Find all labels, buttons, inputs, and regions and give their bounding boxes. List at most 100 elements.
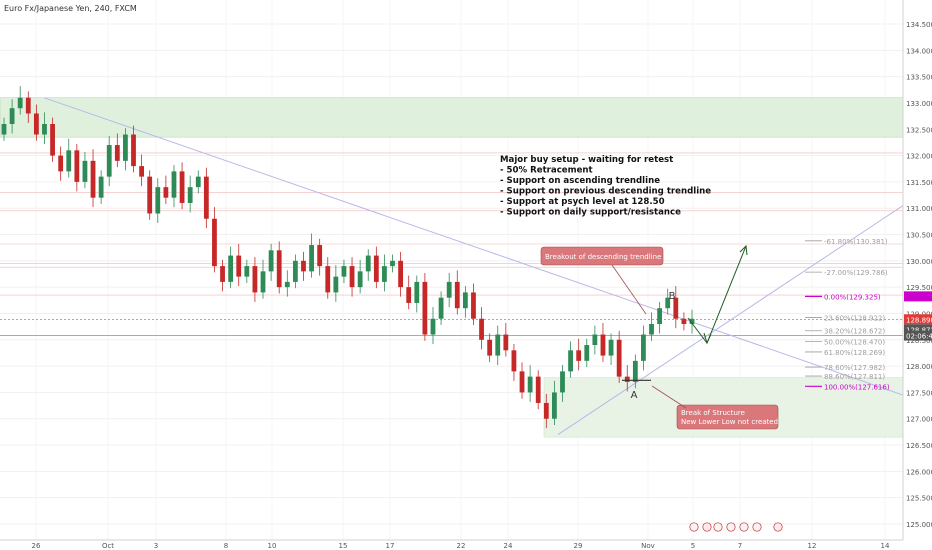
candle-body (689, 318, 695, 324)
candle-body (114, 145, 120, 161)
candle-body (576, 350, 582, 361)
economic-event-icon[interactable] (773, 522, 783, 532)
candle-body (268, 250, 274, 272)
economic-event-icon[interactable] (713, 522, 723, 532)
candle-body (163, 187, 169, 198)
candle-body (357, 271, 363, 288)
candle-body (74, 150, 80, 182)
candle-body (422, 281, 428, 335)
fib-level-label: -61.80%(130.381) (824, 238, 888, 246)
price-tick-label: 125.000 (906, 521, 932, 529)
price-tick-label: 130.000 (906, 258, 932, 266)
time-tick-label: 15 (339, 542, 348, 550)
candle-body (1, 124, 7, 135)
current-price-tag-text: 128.890 (906, 316, 932, 324)
bar-timer-tag (904, 330, 932, 341)
price-axis[interactable]: 125.000 125.500 126.000 126.500 127.000 127.5… (902, 0, 932, 550)
setup-note: Major buy setup - waiting for retest - 50… (500, 155, 711, 218)
candle-body (592, 334, 598, 346)
candle-body (584, 345, 590, 361)
candle-body (252, 266, 258, 293)
candle-body (98, 176, 104, 198)
label-a: A (631, 390, 638, 401)
ascending-trendline (557, 205, 904, 435)
price-tick-label: 131.000 (906, 205, 932, 213)
candle-body (430, 318, 436, 335)
candle-body (673, 297, 679, 319)
label-b: B (669, 291, 676, 302)
candle-body (236, 255, 242, 277)
candle-body (454, 281, 460, 309)
fib-0-tag (904, 291, 932, 302)
price-tick-label: 130.500 (906, 232, 932, 240)
candle-body (82, 160, 88, 182)
trendlines (43, 97, 904, 435)
price-tick-label: 128.000 (906, 363, 932, 371)
candle-body (543, 402, 549, 419)
candle-body (220, 266, 225, 282)
annotations: Major buy setup - waiting for retest - 50… (500, 155, 783, 532)
candle-body (398, 260, 404, 288)
breakout-pointer (611, 264, 647, 315)
current-price-tag (904, 314, 932, 325)
fib-level-label: 0.00%(129.325) (824, 293, 881, 301)
candle-body (244, 266, 250, 277)
candle-body (479, 318, 484, 340)
candle-body (212, 218, 217, 267)
candle-body (284, 281, 290, 288)
time-tick-label: 26 (32, 542, 41, 550)
structure-pointer (651, 385, 687, 409)
candle-body (9, 108, 15, 124)
candle-body (123, 134, 128, 161)
time-tick-label: 10 (268, 542, 277, 550)
economic-event-icon[interactable] (689, 522, 699, 532)
breakout-callout-text: Breakout of descending trendline (545, 253, 661, 261)
fib-level-label: 88.60%(127.811) (824, 373, 885, 381)
last-price-tag-text: 128.872 (906, 326, 932, 334)
economic-event-icon[interactable] (702, 522, 712, 532)
price-tick-label: 133.500 (906, 74, 932, 82)
structure-callout (676, 404, 779, 430)
time-tick-label: 17 (386, 542, 395, 550)
economic-event-icon[interactable] (726, 522, 736, 532)
candle-body (179, 171, 185, 203)
time-tick-label: 29 (574, 542, 583, 550)
candle-body (438, 297, 444, 319)
candle-body (276, 250, 282, 288)
candle-body (131, 134, 136, 167)
candle-body (155, 187, 161, 214)
up-arrowhead (739, 244, 748, 256)
candle-body (292, 260, 298, 282)
candle-body (462, 292, 468, 309)
candle-body (317, 245, 323, 267)
candle-body (552, 392, 557, 419)
candle-body (309, 245, 314, 272)
descending-trendline (43, 97, 904, 396)
price-tick-label: 134.000 (906, 47, 932, 55)
economic-event-icon[interactable] (739, 522, 749, 532)
candle-body (33, 113, 39, 135)
candle-body (406, 287, 412, 303)
candle-body (195, 176, 201, 188)
breakout-callout (540, 246, 664, 266)
fib-level-label: 78.60%(127.982) (824, 364, 885, 372)
candle-body (608, 339, 614, 356)
candle-body (260, 271, 266, 293)
time-tick-label: 14 (881, 542, 890, 550)
candle-body (349, 266, 355, 288)
last-price-tag (904, 324, 932, 335)
price-tick-label: 128.500 (906, 337, 932, 345)
candle-body (665, 297, 671, 309)
candle-body (301, 260, 306, 272)
candle-body (560, 371, 565, 393)
time-axis[interactable]: 26 Oct 3 8 10 15 17 22 24 29 Nov 5 7 12 14 (0, 539, 903, 550)
fib-level-label: 38.20%(128.672) (824, 328, 885, 336)
price-tick-label: 134.500 (906, 21, 932, 29)
resistance-zone (0, 97, 904, 138)
candle-body (42, 124, 47, 135)
economic-event-icon[interactable] (752, 522, 762, 532)
price-tick-label: 132.500 (906, 126, 932, 134)
time-tick-label: 3 (154, 542, 158, 550)
fibonacci-levels: -61.80%(130.381) -27.00%(129.786) 0.00%(12… (805, 238, 890, 391)
